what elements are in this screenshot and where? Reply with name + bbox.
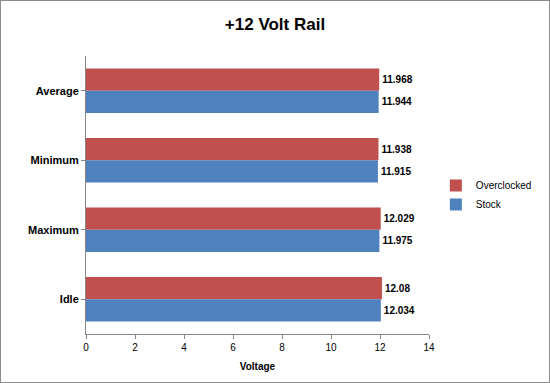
svg-text:14: 14: [423, 342, 435, 353]
svg-text:12: 12: [374, 342, 386, 353]
svg-text:Average: Average: [36, 85, 79, 97]
svg-text:Minimum: Minimum: [31, 154, 79, 166]
svg-text:2: 2: [132, 342, 138, 353]
svg-text:11.944: 11.944: [382, 96, 412, 107]
svg-text:0: 0: [83, 342, 89, 353]
svg-text:12.034: 12.034: [384, 305, 415, 316]
svg-text:4: 4: [181, 342, 187, 353]
svg-text:11.915: 11.915: [381, 166, 411, 177]
svg-text:6: 6: [230, 342, 236, 353]
svg-text:11.968: 11.968: [382, 74, 412, 85]
svg-text:Overclocked: Overclocked: [476, 180, 532, 191]
svg-text:10: 10: [325, 342, 337, 353]
svg-text:Stock: Stock: [476, 199, 502, 210]
svg-text:12.029: 12.029: [384, 213, 415, 224]
svg-text:Idle: Idle: [60, 293, 79, 305]
svg-text:11.975: 11.975: [382, 235, 412, 246]
svg-text:Maximum: Maximum: [28, 224, 79, 236]
svg-text:12.08: 12.08: [385, 283, 410, 294]
svg-text:11.938: 11.938: [381, 144, 411, 155]
svg-text:8: 8: [279, 342, 285, 353]
svg-text:Voltage: Voltage: [240, 361, 276, 372]
svg-text:+12 Volt Rail: +12 Volt Rail: [225, 15, 325, 34]
